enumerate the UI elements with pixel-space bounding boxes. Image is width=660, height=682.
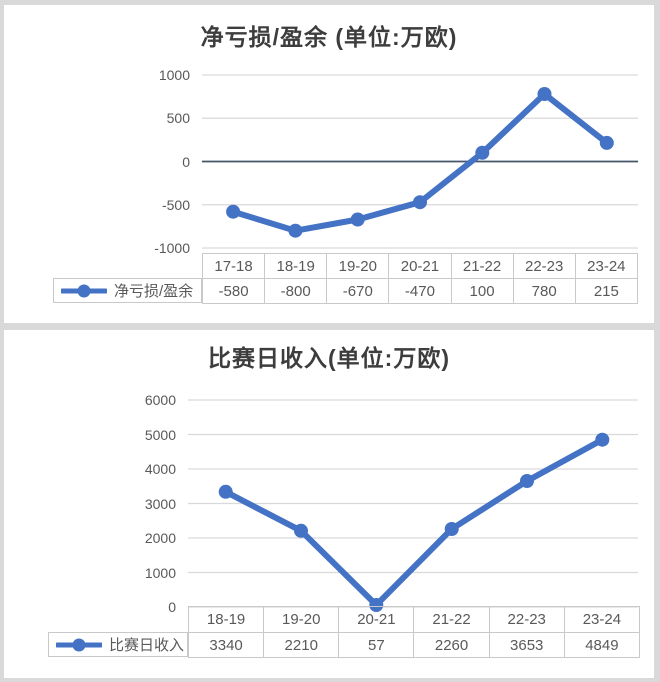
y-axis-tick-label: 3000	[144, 495, 176, 512]
value-cell: 3340	[187, 632, 265, 658]
year-header-cell: 23-24	[574, 253, 638, 279]
legend-matchday-revenue: 比赛日收入	[48, 632, 188, 657]
year-header-cell: 20-21	[338, 606, 415, 633]
data-point-marker	[599, 135, 614, 150]
data-point-marker	[226, 204, 241, 219]
table-header-row: 18-19 19-20 20-21 21-22 22-23 23-24	[187, 606, 640, 633]
series-line	[230, 91, 610, 234]
value-cell: 780	[512, 278, 576, 304]
chart-panel-matchday-revenue: 比赛日收入(单位:万欧) 6000 5000 4000 3000 2000 1000 0 1…	[4, 330, 654, 678]
year-header-cell: 18-19	[264, 253, 328, 279]
year-header-cell: 19-20	[326, 253, 390, 279]
series-line-marker-icon	[59, 284, 109, 298]
value-cell: 57	[338, 632, 415, 658]
value-cell: -670	[326, 278, 390, 304]
data-point-marker	[294, 523, 308, 538]
data-table-net-profit-loss: 17-18 18-19 19-20 20-21 21-22 22-23 23-24 -580-…	[201, 253, 638, 304]
value-cell: 100	[450, 278, 514, 304]
y-axis-tick-label: 2000	[144, 530, 176, 546]
year-header-cell: 23-24	[563, 606, 640, 633]
table-value-row: 3340 2210 57 2260 3653 4849	[187, 632, 640, 658]
data-point-marker	[288, 223, 303, 238]
y-axis-tick-label: 1000	[158, 67, 190, 83]
y-axis-tick-label: 0	[182, 153, 190, 170]
chart-title-matchday-revenue: 比赛日收入(单位:万欧)	[208, 345, 450, 371]
value-cell: -800	[264, 278, 328, 304]
year-header-cell: 18-19	[187, 606, 265, 633]
y-axis-tick-label: -500	[161, 196, 190, 213]
year-header-cell: 17-18	[201, 253, 266, 279]
data-point-marker	[350, 212, 365, 227]
legend-net-profit-loss: 净亏损/盈余	[53, 278, 202, 303]
value-cell: -470	[388, 278, 452, 304]
y-axis-tick-label: 1000	[144, 564, 176, 581]
chart-title-net-profit-loss: 净亏损/盈余 (单位:万欧)	[200, 24, 458, 50]
data-point-marker	[475, 145, 490, 160]
data-point-marker	[595, 432, 610, 447]
year-header-cell: 21-22	[413, 606, 490, 633]
data-point-marker	[520, 474, 534, 488]
value-cell: 4849	[563, 632, 640, 658]
data-point-marker	[413, 195, 427, 210]
data-table-matchday-revenue: 18-19 19-20 20-21 21-22 22-23 23-24 3340 2210 57…	[187, 606, 640, 658]
value-cell: 2260	[413, 632, 490, 658]
table-header-row: 17-18 18-19 19-20 20-21 21-22 22-23 23-24	[201, 253, 638, 279]
year-header-cell: 22-23	[488, 606, 565, 633]
value-cell: 215	[574, 278, 638, 304]
year-header-cell: 21-22	[450, 253, 514, 279]
y-axis-tick-label: -1000	[154, 240, 190, 256]
year-header-cell: 22-23	[512, 253, 576, 279]
year-header-cell: 19-20	[263, 606, 340, 633]
y-axis-tick-label: 5000	[144, 426, 176, 443]
y-axis-tick-label: 500	[166, 110, 190, 127]
y-axis-tick-label: 4000	[144, 461, 176, 477]
y-axis-tick-label: 0	[168, 599, 176, 615]
value-cell: -580	[201, 278, 266, 304]
data-point-marker	[537, 87, 552, 101]
series-line-marker-icon	[54, 638, 104, 652]
year-header-cell: 20-21	[388, 253, 452, 279]
value-cell: 3653	[488, 632, 565, 658]
series-label: 比赛日收入	[109, 637, 185, 654]
chart-panel-net-profit-loss: 净亏损/盈余 (单位:万欧) 1000 500 0 -500 -1000 17-18 18…	[4, 5, 654, 323]
data-point-marker	[444, 522, 459, 536]
line-plot-net-profit-loss	[202, 74, 638, 249]
series-line	[222, 436, 606, 608]
table-value-row: -580 -800 -670 -470 100 780 215	[201, 278, 638, 304]
data-point-marker	[218, 484, 233, 499]
value-cell: 2210	[263, 632, 340, 658]
y-axis-tick-label: 6000	[144, 392, 176, 408]
series-label: 净亏损/盈余	[114, 283, 194, 300]
